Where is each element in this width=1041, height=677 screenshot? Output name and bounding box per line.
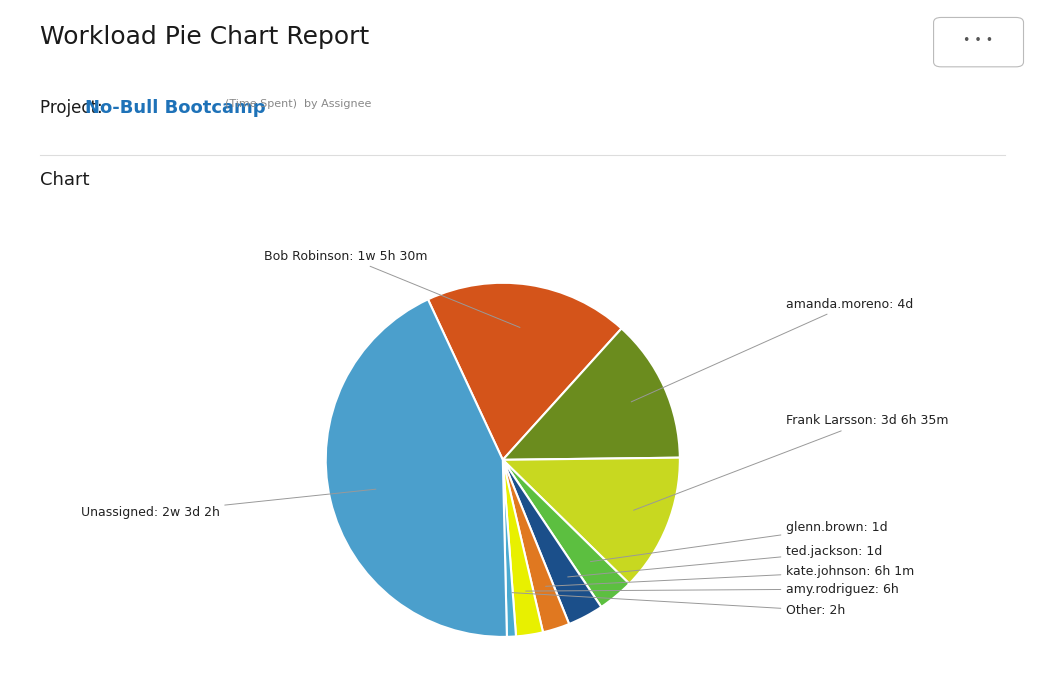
Text: Other: 2h: Other: 2h [512, 592, 845, 617]
Text: amy.rodriguez: 6h: amy.rodriguez: 6h [526, 583, 898, 596]
Text: Project:: Project: [40, 99, 107, 117]
Text: ted.jackson: 1d: ted.jackson: 1d [567, 546, 883, 577]
Wedge shape [503, 460, 630, 607]
Text: Frank Larsson: 3d 6h 35m: Frank Larsson: 3d 6h 35m [634, 414, 948, 510]
Text: (Time Spent)  by Assignee: (Time Spent) by Assignee [225, 99, 372, 109]
Text: amanda.moreno: 4d: amanda.moreno: 4d [631, 297, 913, 402]
Wedge shape [503, 458, 680, 584]
Wedge shape [503, 460, 569, 632]
Text: Chart: Chart [40, 171, 90, 189]
Wedge shape [428, 283, 621, 460]
Wedge shape [503, 460, 543, 636]
FancyBboxPatch shape [934, 18, 1023, 67]
Text: No-Bull Bootcamp: No-Bull Bootcamp [85, 99, 266, 117]
Wedge shape [503, 460, 602, 624]
Text: kate.johnson: 6h 1m: kate.johnson: 6h 1m [545, 565, 914, 586]
Wedge shape [503, 328, 680, 460]
Wedge shape [326, 299, 507, 637]
Text: Bob Robinson: 1w 5h 30m: Bob Robinson: 1w 5h 30m [263, 250, 519, 328]
Text: • • •: • • • [964, 34, 993, 47]
Text: Unassigned: 2w 3d 2h: Unassigned: 2w 3d 2h [80, 489, 376, 519]
Text: Workload Pie Chart Report: Workload Pie Chart Report [40, 24, 369, 49]
Wedge shape [503, 460, 516, 637]
Text: glenn.brown: 1d: glenn.brown: 1d [590, 521, 888, 562]
